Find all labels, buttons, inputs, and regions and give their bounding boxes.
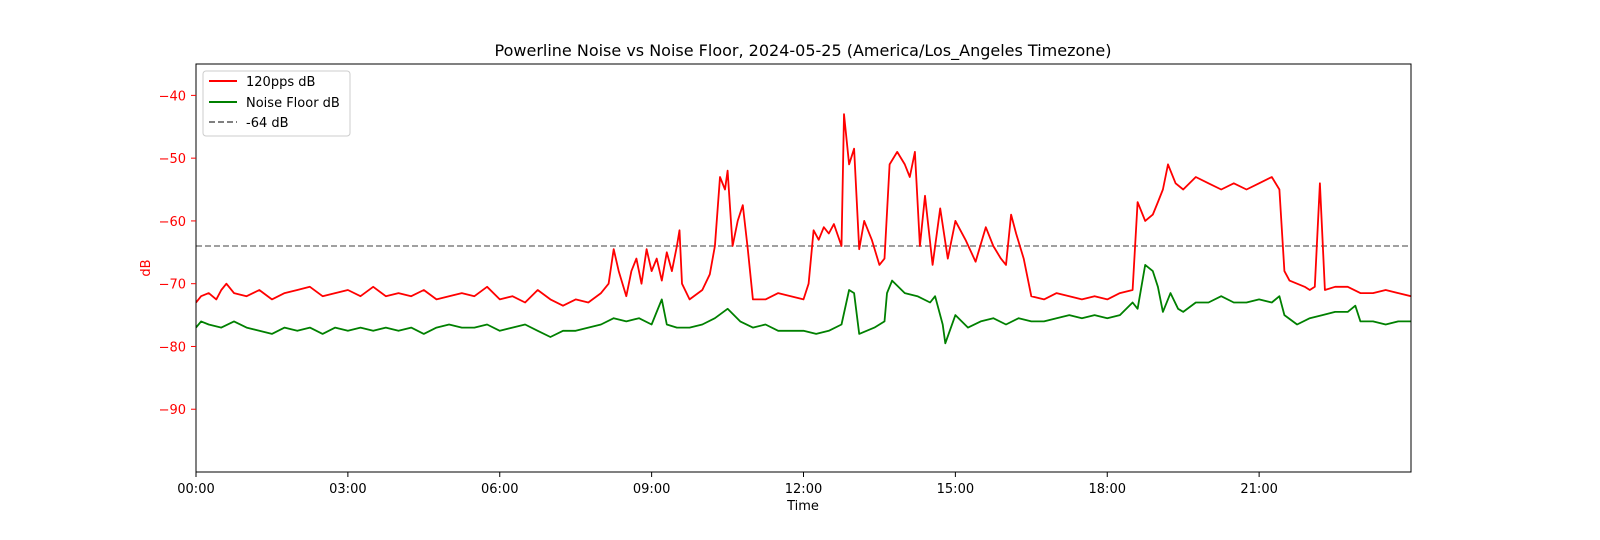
y-tick-label: −80 (159, 340, 186, 355)
series-layer (196, 113, 1411, 345)
y-tick-label: −60 (159, 215, 186, 230)
x-tick-label: 09:00 (633, 482, 670, 497)
x-tick-label: 15:00 (937, 482, 974, 497)
legend-label-reference: -64 dB (246, 116, 289, 131)
legend-label-120pps: 120pps dB (246, 75, 315, 90)
y-axis-label: dB (139, 259, 154, 276)
plot-frame (195, 63, 1412, 473)
x-tick-label: 18:00 (1089, 482, 1126, 497)
x-axis-label: Time (786, 499, 819, 514)
y-axis: −90 −80 −70 −60 −50 −40 (159, 89, 196, 418)
x-tick-label: 03:00 (329, 482, 366, 497)
x-axis: 00:00 03:00 06:00 09:00 12:00 15:00 18:00 21:00 (177, 472, 1278, 497)
legend: 120pps dB Noise Floor dB -64 dB (202, 70, 351, 137)
x-tick-label: 21:00 (1240, 482, 1277, 497)
y-tick-label: −90 (159, 403, 186, 418)
y-tick-label: −70 (159, 278, 186, 293)
series-noise-floor-line (196, 263, 1411, 345)
chart-title: Powerline Noise vs Noise Floor, 2024-05-… (495, 41, 1112, 61)
x-tick-label: 00:00 (177, 482, 214, 497)
y-tick-label: −50 (159, 152, 186, 167)
y-tick-label: −40 (159, 89, 186, 104)
legend-box (202, 70, 351, 137)
series-120pps-line (196, 113, 1411, 307)
x-tick-label: 12:00 (785, 482, 822, 497)
legend-label-noise-floor: Noise Floor dB (246, 96, 340, 111)
x-tick-label: 06:00 (481, 482, 518, 497)
